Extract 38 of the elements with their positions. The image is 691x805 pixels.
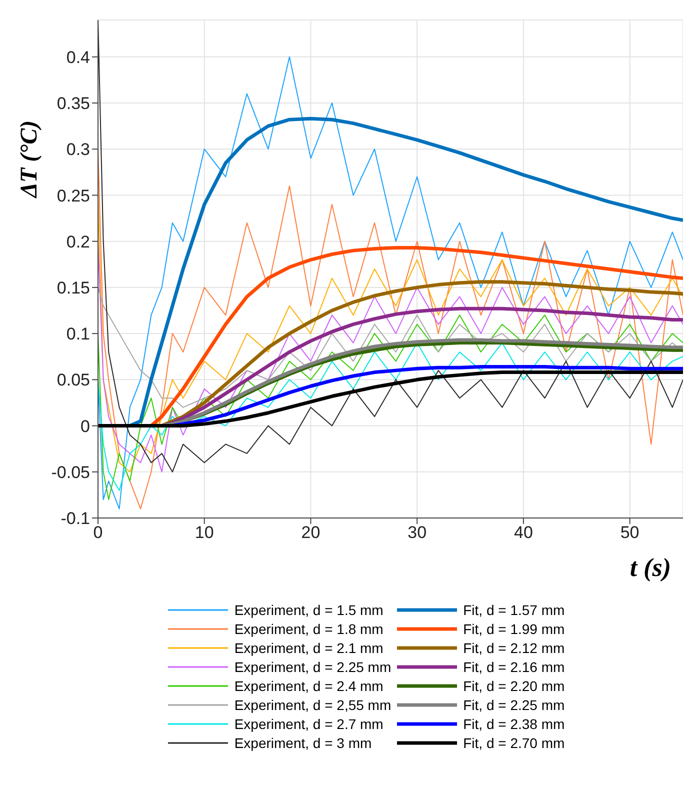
legend-label: Fit, d = 2.38 mm bbox=[463, 716, 565, 732]
line-series bbox=[98, 370, 683, 428]
y-tick-label: 0.2 bbox=[66, 232, 90, 252]
y-tick-label: 0.35 bbox=[56, 94, 90, 114]
legend-label: Experiment, d = 3 mm bbox=[234, 734, 372, 750]
x-tick-label: 50 bbox=[620, 523, 640, 542]
y-tick-label: 0.25 bbox=[56, 186, 90, 206]
legend-label: Fit, d = 2.20 mm bbox=[463, 678, 565, 694]
line-series bbox=[98, 342, 683, 491]
legend-label: Experiment, d = 2.4 mm bbox=[234, 678, 384, 694]
y-tick-label: 0.1 bbox=[66, 324, 90, 344]
legend-label: Fit, d = 2.16 mm bbox=[463, 658, 565, 674]
x-tick-label: 10 bbox=[194, 523, 214, 542]
legend-label: Experiment, d = 2.25 mm bbox=[234, 658, 392, 674]
legend-label: Experiment, d = 2.1 mm bbox=[234, 640, 384, 656]
y-tick-label: 0.15 bbox=[56, 278, 90, 298]
legend-label: Fit, d = 2.70 mm bbox=[463, 734, 565, 750]
legend-label: Experiment, d = 1.8 mm bbox=[234, 620, 384, 636]
x-tick-label: 20 bbox=[301, 523, 320, 542]
legend-label: Experiment, d = 2,55 mm bbox=[234, 696, 392, 712]
legend-label: Fit, d = 1.57 mm bbox=[463, 602, 565, 618]
x-tick-label: 40 bbox=[514, 523, 533, 542]
legend-label: Fit, d = 1.99 mm bbox=[463, 620, 565, 636]
x-axis-title: t (s) bbox=[630, 553, 671, 582]
y-tick-label: -0.1 bbox=[60, 509, 90, 528]
y-tick-label: 0.3 bbox=[66, 140, 90, 160]
line-series bbox=[98, 286, 683, 408]
legend-label: Fit, d = 2.25 mm bbox=[463, 696, 565, 712]
legend-label: Experiment, d = 2.7 mm bbox=[234, 716, 384, 732]
y-tick-label: 0.05 bbox=[56, 370, 90, 390]
x-tick-label: 0 bbox=[93, 523, 103, 542]
legend-label: Fit, d = 2.12 mm bbox=[463, 640, 565, 656]
y-axis-title: ΔT (°C) bbox=[16, 120, 43, 199]
y-tick-label: 0 bbox=[80, 416, 90, 436]
legend-label: Experiment, d = 1.5 mm bbox=[234, 602, 384, 618]
y-tick-label: 0.4 bbox=[66, 48, 90, 67]
x-tick-label: 30 bbox=[408, 523, 427, 542]
y-tick-label: -0.05 bbox=[51, 462, 90, 482]
